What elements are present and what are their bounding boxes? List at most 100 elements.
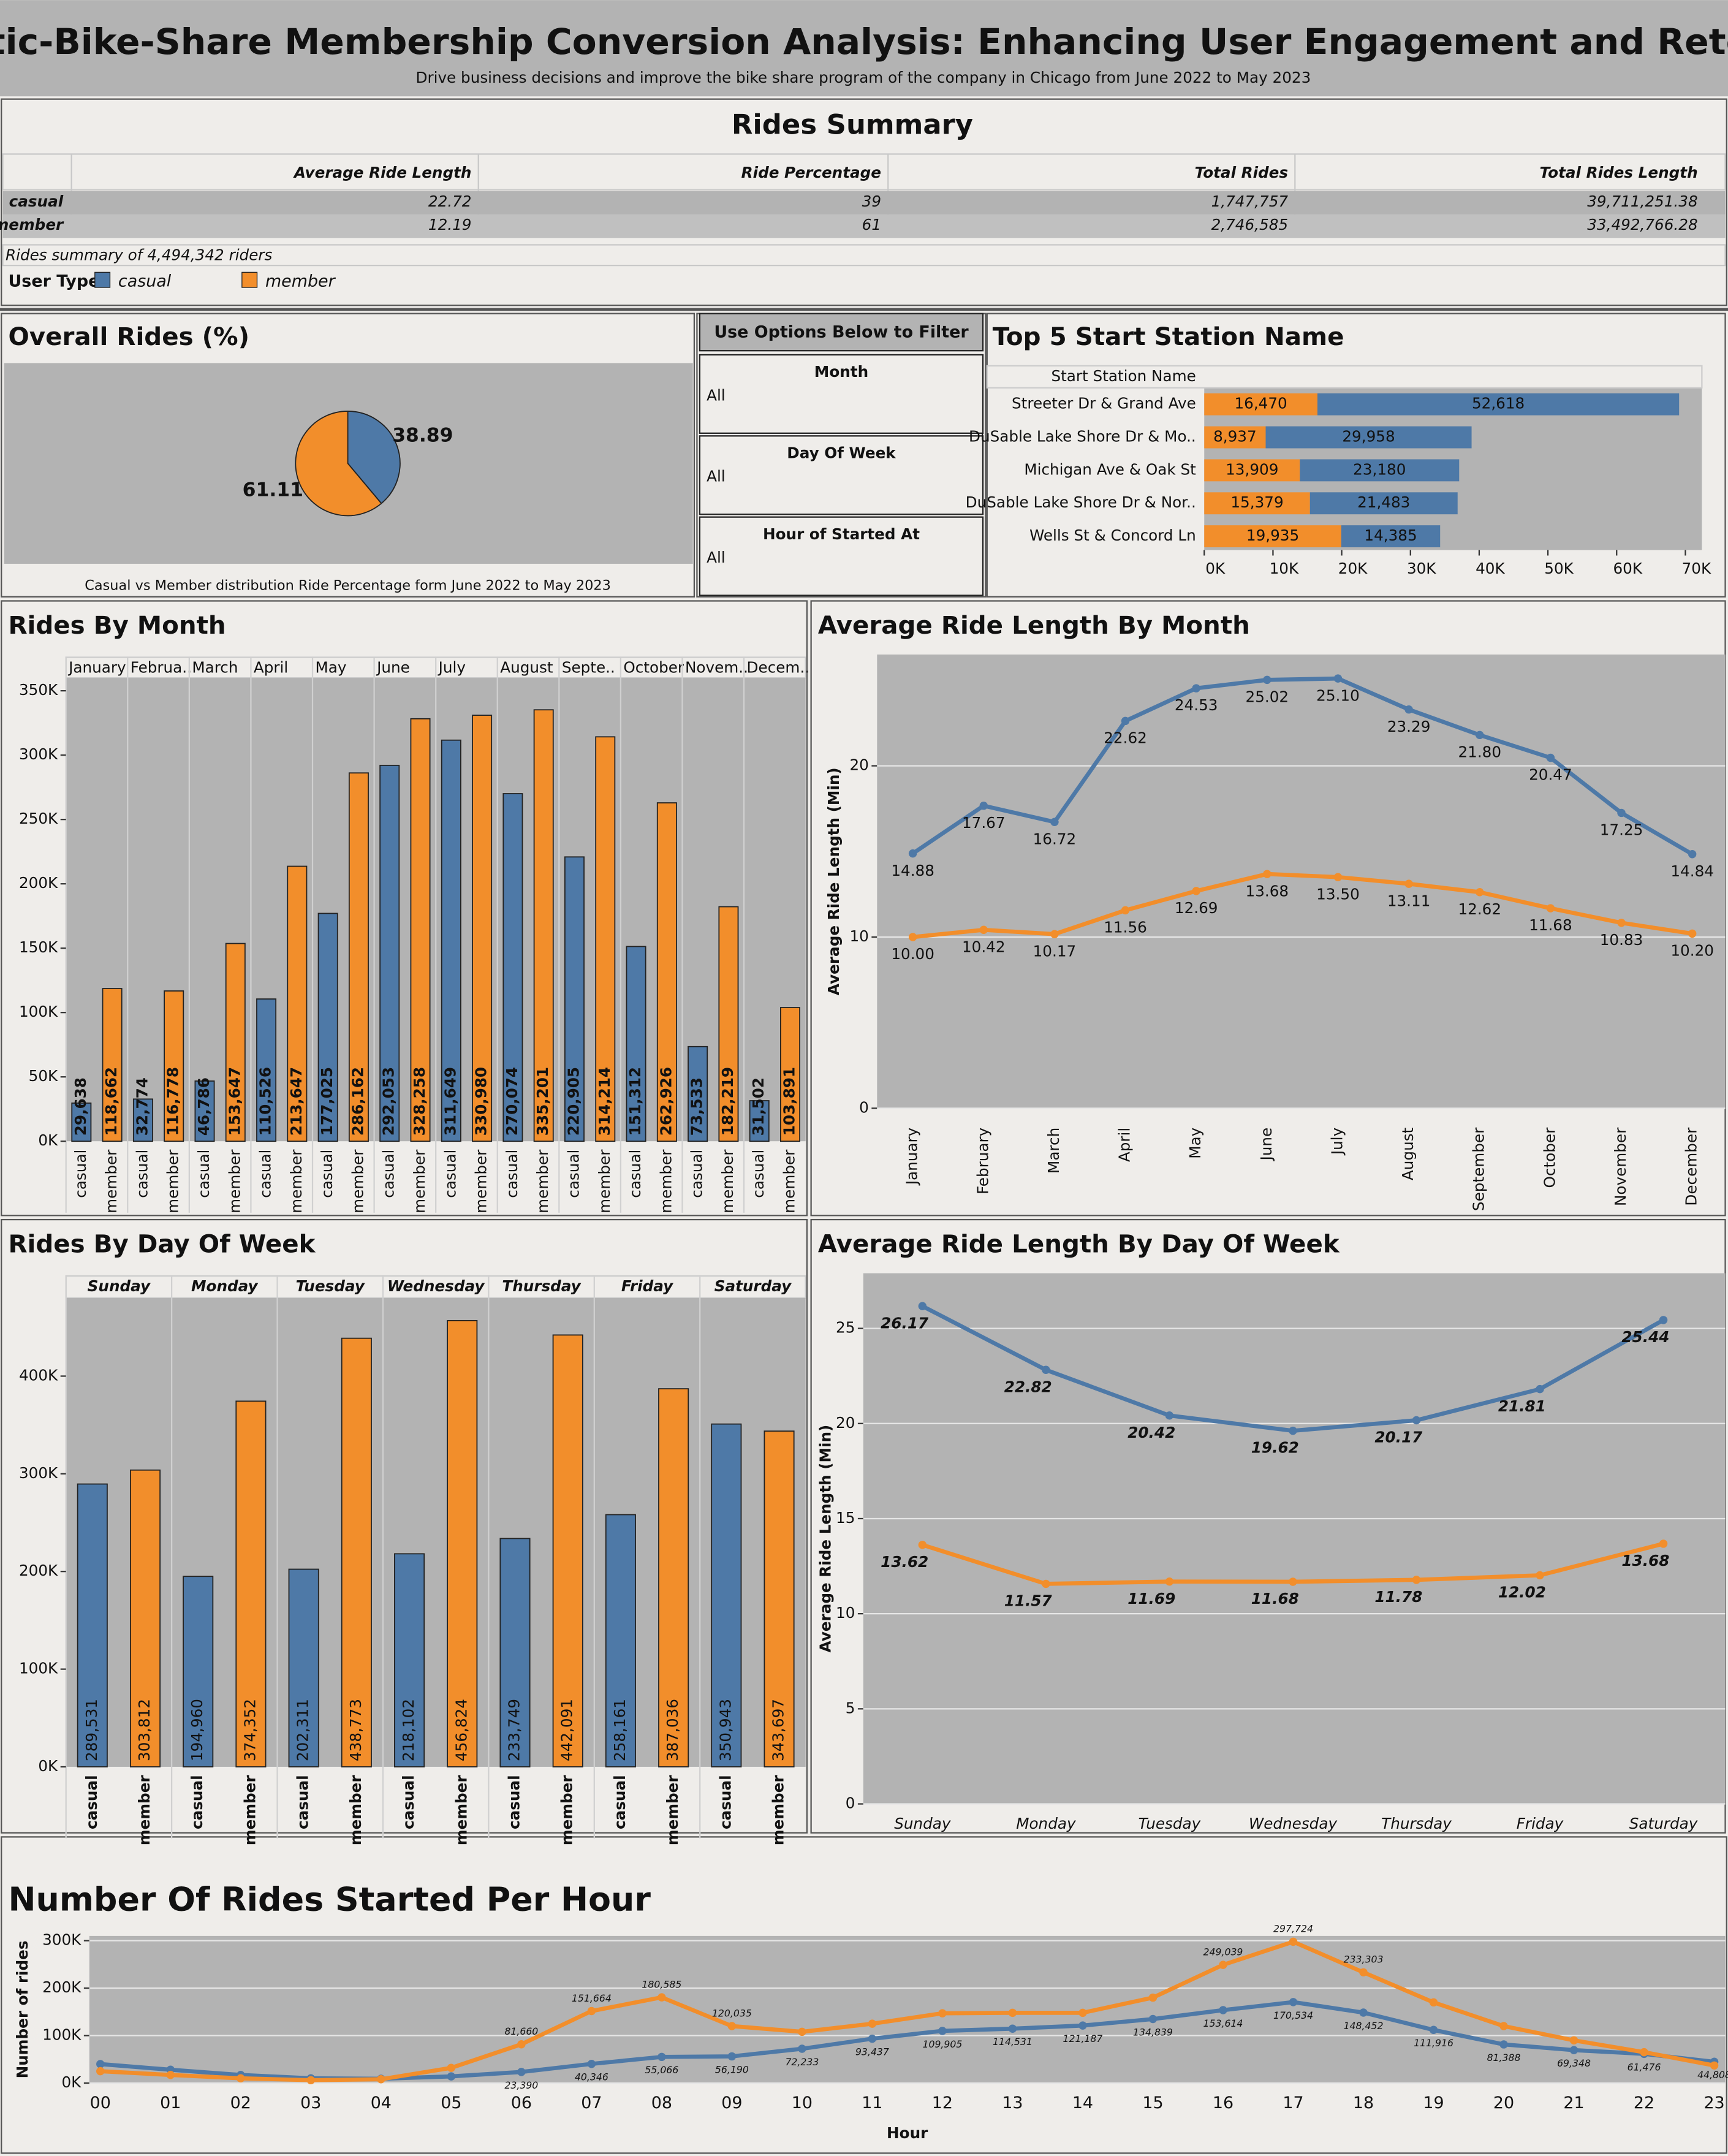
filter-dropdown[interactable] [699,354,984,434]
value-label: 13.68 [1621,1552,1669,1570]
point [1148,2014,1158,2024]
axis-header [986,365,1703,389]
point [1546,753,1555,762]
value-label: 350,943 [716,1699,734,1761]
bar [605,1514,636,1767]
value-label: 23,180 [1353,460,1406,478]
bar-segment [1300,459,1460,482]
value-label: 120,035 [712,2007,752,2019]
point [1165,1411,1174,1420]
series-label: member [770,1775,787,1845]
value-label: 182,219 [719,1067,737,1136]
legend-title: User Type [8,272,99,291]
x-tick-label: August [1399,1127,1417,1180]
x-tick-label: 0K [1205,560,1226,577]
plot-area [89,1935,1726,2083]
x-tick-label: 05 [441,2093,461,2112]
value-label: 233,303 [1344,1954,1384,1965]
y-tick-label: 100K [42,2026,81,2044]
value-label: 311,649 [441,1067,459,1136]
filter-label: Month [814,363,868,381]
point [918,1302,927,1310]
point [1659,1539,1668,1548]
value-label: 153,614 [1203,2017,1243,2029]
value-label: 151,664 [572,1992,612,2004]
chart-title: Number Of Rides Started Per Hour [8,1880,651,1918]
bar [129,1469,161,1767]
axis-title: Start Station Name [1051,367,1196,385]
series-label: casual [688,1150,706,1198]
value-label: 12.02 [1498,1584,1546,1601]
y-tick-label: 200K [19,1562,58,1579]
series-label: member [534,1149,551,1213]
bar [711,1423,742,1767]
slice-label: 61.11 [243,479,303,501]
value-label: 249,039 [1203,1946,1243,1957]
value-label: 220,905 [564,1067,582,1136]
point [1289,1426,1297,1435]
value-label: 11.78 [1374,1588,1422,1606]
category-header: Novem.. [685,658,748,676]
value-label: 22.82 [1004,1378,1052,1395]
filter-dropdown[interactable] [699,435,984,515]
point [1289,1998,1298,2006]
value-label: 303,812 [135,1699,153,1761]
x-tick-label: 22 [1634,2093,1654,2112]
value-label: 55,066 [645,2064,678,2076]
y-tick-label: 0 [859,1098,869,1116]
point [1192,684,1200,693]
category-header: August [500,658,553,676]
value-label: 19.62 [1251,1439,1299,1457]
y-tick-label: 150K [19,938,58,956]
value-label: 10.17 [1033,942,1077,960]
value-label: 14,385 [1364,526,1417,544]
point [1688,929,1697,938]
point [1263,675,1271,685]
series-label: member [225,1149,243,1213]
series-label: casual [294,1775,312,1829]
filter-dropdown[interactable] [699,516,984,596]
value-label: 109,905 [922,2038,962,2050]
point [908,933,917,941]
column-header: Average Ride Length [293,164,472,181]
y-tick-label: 250K [19,810,58,827]
series-label: casual [133,1150,151,1198]
y-tick-label: 350K [19,681,58,699]
value-label: 72,233 [785,2056,819,2068]
point [1219,2006,1227,2014]
series-label: member [347,1775,365,1845]
series-label: member [558,1775,576,1845]
x-tick-label: 23 [1703,2093,1724,2112]
table-header [2,153,1726,191]
value-label: 289,531 [83,1699,100,1761]
bar [348,772,369,1142]
x-tick-label: 08 [651,2093,672,2112]
value-label: 93,437 [855,2046,889,2058]
point [979,925,988,934]
series-label: casual [83,1775,100,1829]
point [1165,1577,1174,1586]
x-tick-label: May [1186,1128,1204,1159]
value-label: 17.25 [1600,821,1643,839]
point [918,1541,927,1549]
point [1404,705,1413,714]
dashboard-subtitle: Drive business decisions and improve the… [415,69,1311,86]
series-label: casual [380,1150,398,1198]
x-tick-label: 02 [230,2093,251,2112]
bar [499,1538,531,1767]
value-label: 11.68 [1529,916,1572,934]
series-label: casual [400,1775,417,1829]
x-tick-label: March [1045,1128,1063,1174]
value-label: 387,036 [664,1699,681,1761]
point [938,2027,947,2035]
bar-segment [1341,525,1441,548]
value-label: 23,390 [504,2079,538,2091]
x-tick-label: Thursday [1381,1815,1452,1832]
pie-caption: Casual vs Member distribution Ride Perce… [85,577,611,593]
series-label: member [135,1775,153,1845]
value-label: 213,647 [287,1067,305,1136]
y-tick-label: 200K [42,1978,81,1996]
value-label: 81,388 [1487,2052,1521,2063]
point [727,2052,737,2061]
pie-slice [347,411,401,504]
